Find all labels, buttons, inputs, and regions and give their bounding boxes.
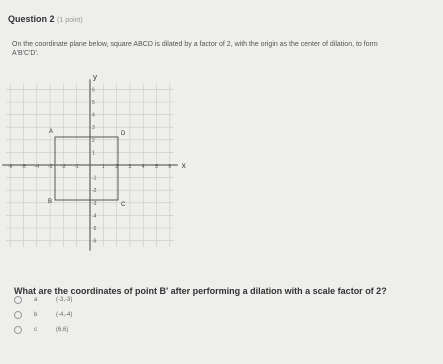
- y-tick-label: 2: [92, 138, 95, 144]
- x-tick-label: -6: [8, 164, 13, 170]
- x-tick-label: 1: [102, 164, 105, 170]
- point-label: D: [121, 131, 126, 137]
- option-letter: c: [34, 327, 37, 333]
- x-tick-label: 3: [129, 164, 132, 170]
- option[interactable]: c (6,6): [14, 326, 68, 334]
- title: Question 2: [8, 14, 55, 24]
- points: (1 point): [57, 17, 83, 24]
- axis-label: x: [182, 161, 186, 170]
- y-tick-label: 3: [92, 125, 95, 131]
- x-tick-label: -4: [35, 164, 40, 170]
- y-tick-label: -2: [92, 188, 97, 194]
- y-tick-label: -3: [92, 201, 97, 207]
- option-text: (-3,-3): [56, 297, 73, 303]
- point-label: B: [48, 199, 52, 205]
- x-tick-label: 6: [168, 164, 171, 170]
- x-tick-label: 5: [155, 164, 158, 170]
- point-label: A: [49, 129, 53, 135]
- x-tick-label: 2: [115, 164, 118, 170]
- axis-label: y: [93, 72, 97, 81]
- prompt: On the coordinate plane below, square AB…: [12, 41, 378, 57]
- option[interactable]: b (-4,-4): [14, 311, 72, 319]
- x-tick-label: -3: [48, 164, 53, 170]
- y-tick-label: -6: [92, 239, 97, 245]
- point-label: C: [121, 202, 126, 208]
- y-tick-label: -1: [92, 176, 97, 182]
- y-tick-label: 6: [92, 87, 95, 93]
- option-text: (6,6): [56, 327, 69, 333]
- x-tick-label: -2: [61, 164, 66, 170]
- x-tick-label: -5: [21, 164, 26, 170]
- y-tick-label: -4: [92, 213, 97, 219]
- question-title: Question 2 (1 point): [8, 14, 83, 24]
- y-tick-label: 1: [92, 150, 95, 156]
- option-letter: a: [34, 297, 38, 303]
- radio[interactable]: [14, 296, 22, 304]
- option-text: (-4,-4): [56, 312, 73, 318]
- x-tick-label: 4: [142, 164, 145, 170]
- graph: x y -6 -5 -4 -3 -2 -1 1 2 3 4 5 6 6 5 4 3 2 1 -1 -2 -3 -4 -5 -6 A B…: [2, 72, 186, 251]
- radio[interactable]: [14, 311, 22, 319]
- y-tick-label: -5: [92, 226, 97, 232]
- y-tick-label: 5: [92, 100, 95, 106]
- y-tick-label: 4: [92, 113, 95, 119]
- option[interactable]: a (-3,-3): [14, 296, 72, 304]
- radio[interactable]: [14, 326, 22, 334]
- option-letter: b: [34, 312, 38, 318]
- question: What are the coordinates of point B' aft…: [14, 286, 387, 296]
- x-tick-label: -1: [74, 164, 79, 170]
- square: [54, 136, 119, 201]
